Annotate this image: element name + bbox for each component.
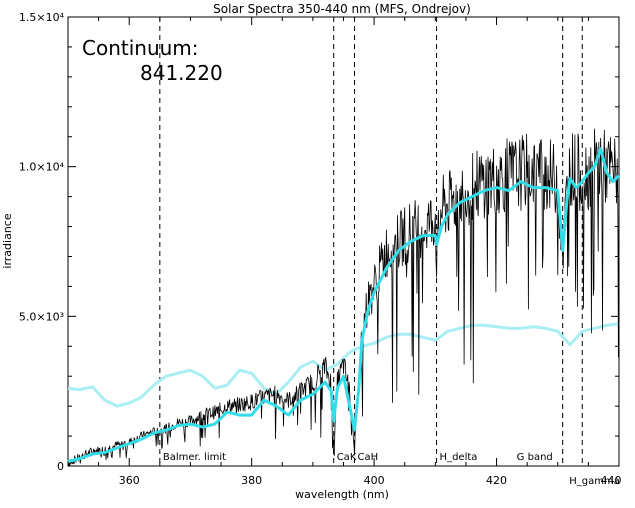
- x-tick-label-420: 420: [486, 474, 507, 487]
- continuum-value: 841.220: [140, 61, 223, 85]
- x-tick-label-440: 440: [601, 474, 622, 487]
- spectral-line-label-1: CaK: [337, 452, 357, 463]
- continuum-label: Continuum:: [82, 36, 199, 60]
- spectral-lines: Balmer. limit CaK CaH H_delta G band H_gamma: [159, 17, 620, 487]
- spectral-line-label-5: H_gamma: [569, 476, 620, 487]
- spectral-line-label-3: H_delta: [440, 452, 478, 463]
- x-tick-label-380: 380: [241, 474, 262, 487]
- y-tick-label-15000: 1.5×10⁴: [19, 11, 65, 24]
- y-tick-label-10000: 1.0×10⁴: [19, 161, 65, 174]
- y-axis: 0 5.0×10³ 1.0×10⁴ 1.5×10⁴: [19, 11, 619, 473]
- series-layer: [67, 128, 621, 467]
- series-smoothed: [67, 147, 621, 463]
- y-axis-title: irradiance: [1, 213, 14, 268]
- series-continuum: [67, 322, 620, 408]
- spectral-line-label-4: G band: [517, 452, 553, 463]
- chart-title: Solar Spectra 350-440 nm (MFS, Ondrejov): [213, 2, 471, 16]
- x-axis-title: wavelength (nm): [295, 488, 389, 501]
- y-tick-label-0: 0: [57, 460, 64, 473]
- x-tick-label-400: 400: [364, 474, 385, 487]
- x-axis: 360 380 400 420 440: [67, 17, 622, 487]
- series-raw-spectrum: [67, 128, 620, 467]
- spectral-line-label-0: Balmer. limit: [163, 452, 226, 463]
- spectral-line-label-2: CaH: [358, 452, 379, 463]
- y-tick-label-5000: 5.0×10³: [19, 310, 64, 323]
- x-tick-label-360: 360: [119, 474, 140, 487]
